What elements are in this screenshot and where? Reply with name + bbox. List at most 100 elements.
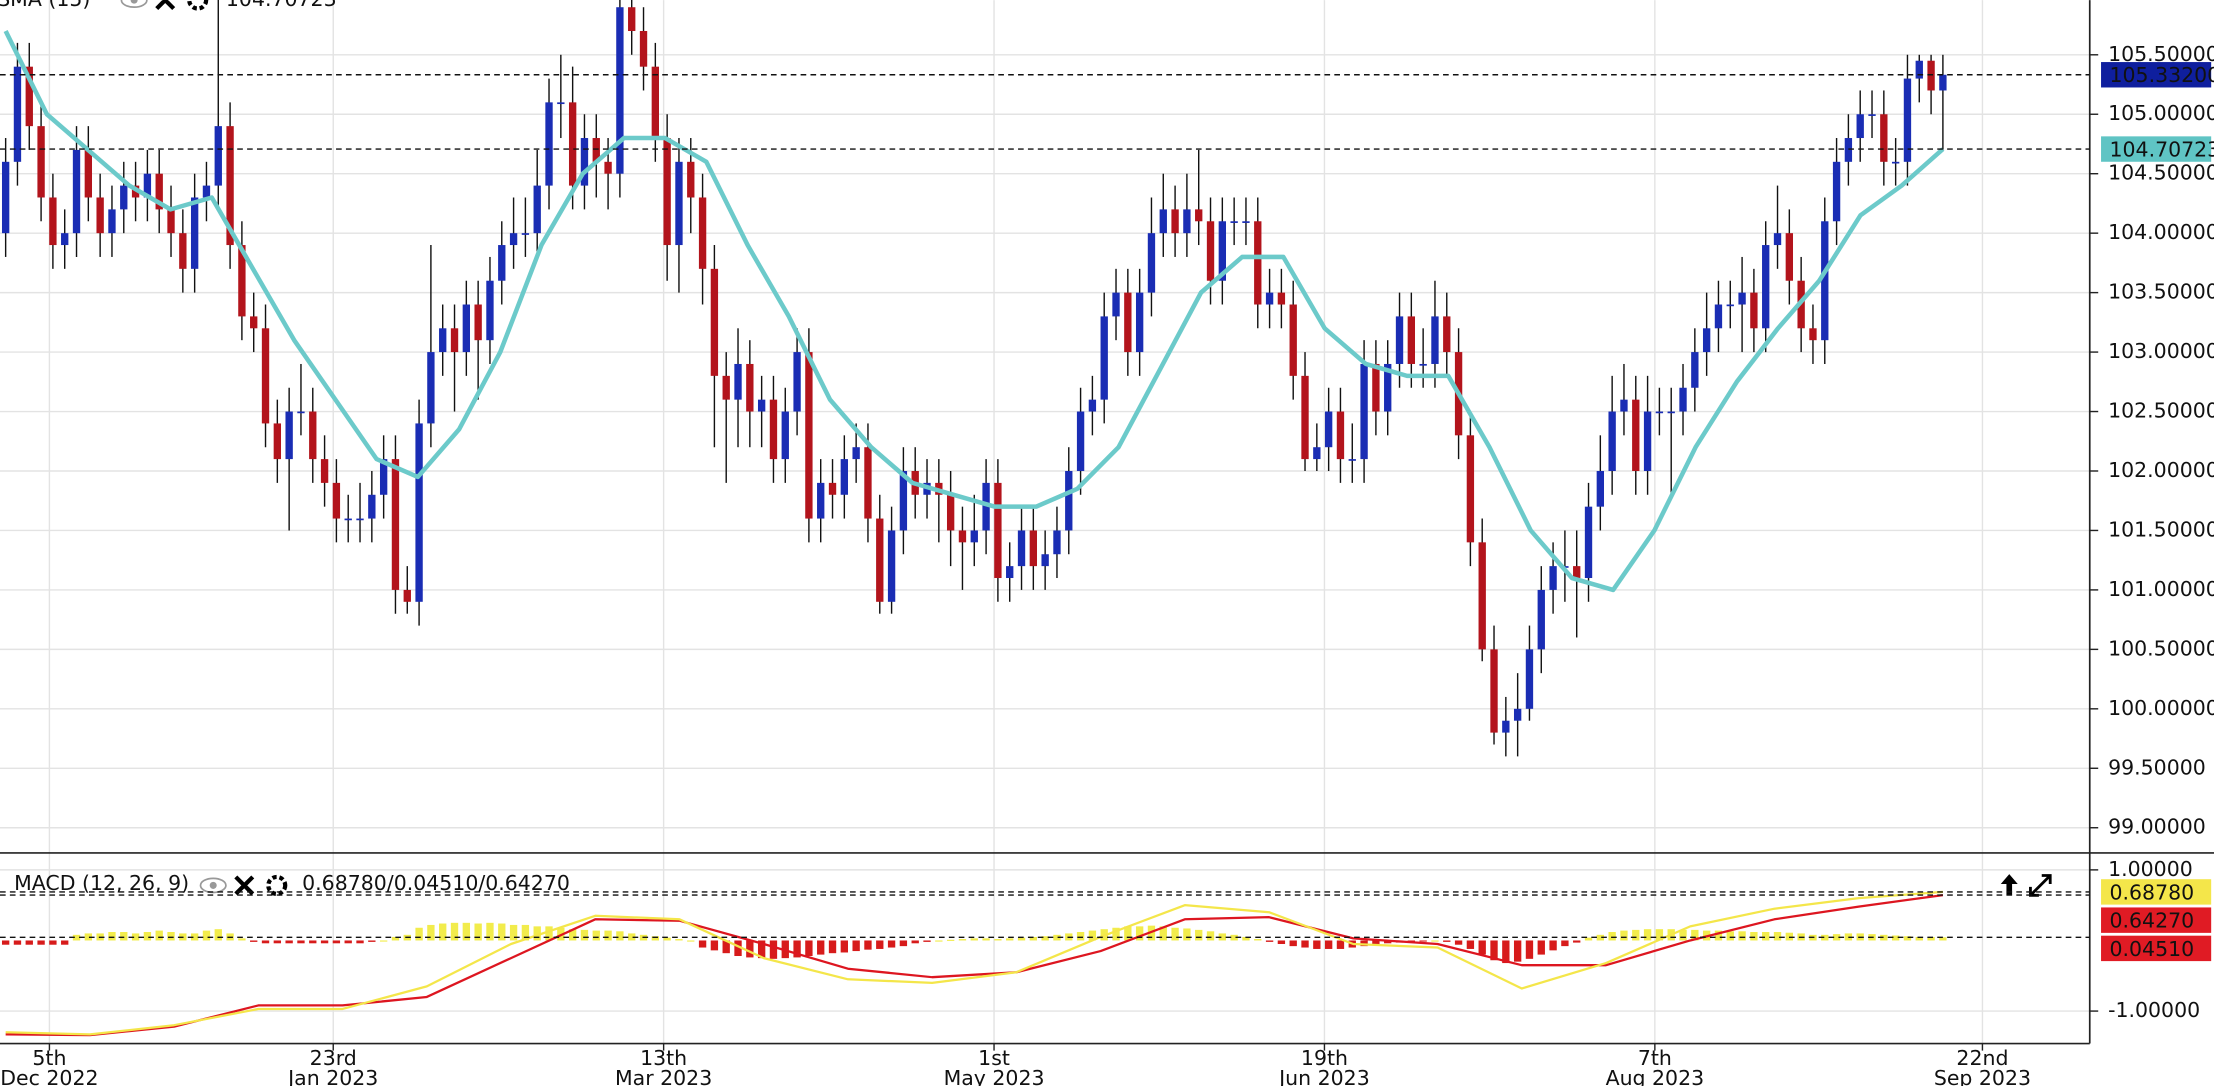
histogram-bar — [1029, 936, 1038, 941]
candle-body — [1313, 447, 1321, 460]
histogram-bar — [1537, 940, 1545, 955]
macd-line — [5, 890, 1943, 1036]
histogram-bar — [698, 940, 707, 948]
histogram-bar — [1088, 930, 1097, 941]
candle-body — [1135, 292, 1144, 353]
histogram-bar — [911, 940, 919, 944]
histogram-bar — [675, 939, 683, 941]
histogram-bar — [427, 924, 435, 941]
candle-body — [1395, 316, 1404, 364]
grid — [0, 0, 2090, 1044]
histogram-bar — [1726, 931, 1734, 941]
y-tick-label: 102.50000 — [2108, 399, 2214, 423]
candle-body — [1844, 138, 1853, 162]
histogram-bar — [498, 923, 506, 941]
histogram-bar — [320, 940, 329, 944]
sma-remove-icon[interactable] — [155, 0, 176, 11]
histogram-bar — [852, 940, 860, 952]
candle-body — [1431, 316, 1439, 364]
x-tick-month: Sep 2023 — [1934, 1066, 2031, 1086]
histogram-bar — [746, 940, 754, 958]
histogram-bar — [899, 940, 908, 947]
y-tick-label: 104.00000 — [2108, 220, 2214, 244]
histogram-bar — [474, 923, 482, 941]
histogram-bar — [1927, 936, 1935, 941]
histogram-bar — [1490, 940, 1498, 961]
move-pane-up-icon[interactable] — [2000, 874, 2018, 896]
candle-body — [781, 411, 789, 460]
histogram-bar — [1254, 939, 1262, 941]
sma-legend-label: SMA (15) — [0, 0, 90, 11]
histogram-bar — [250, 940, 258, 942]
candle-body — [568, 102, 577, 186]
sma-visibility-icon[interactable] — [120, 0, 148, 8]
candle-body — [899, 470, 908, 531]
candle-body — [1289, 304, 1297, 376]
candle-body — [876, 518, 884, 602]
histogram-bar — [769, 940, 778, 959]
y-tick-label: 103.50000 — [2108, 280, 2214, 304]
candle-body — [746, 363, 754, 412]
candle-body — [202, 185, 211, 198]
histogram-bar — [238, 938, 246, 941]
macd-marker-box — [2101, 879, 2212, 905]
candle-body — [675, 161, 683, 246]
candle-body — [1632, 399, 1640, 471]
candle-body — [1324, 411, 1333, 448]
histogram-bar — [545, 926, 553, 941]
histogram-bar — [1502, 940, 1510, 964]
candle-body — [1478, 542, 1486, 650]
candle-body — [1702, 328, 1711, 353]
x-tick-month: Aug 2023 — [1606, 1066, 1705, 1086]
histogram-bar — [1360, 940, 1368, 947]
candle-body — [1053, 530, 1061, 555]
x-tick-day: 7th — [1638, 1046, 1672, 1070]
candle-body — [828, 482, 837, 495]
candle-body — [1, 161, 10, 234]
x-tick-month: May 2023 — [944, 1066, 1045, 1086]
histogram-bar — [1915, 936, 1923, 941]
candle-body — [1939, 74, 1947, 91]
candle-body — [580, 138, 589, 186]
candle-body — [1100, 316, 1108, 400]
histogram-bar — [1738, 931, 1746, 941]
price-marker-label: 105.33200 — [2110, 63, 2214, 87]
candle-body — [1183, 209, 1191, 234]
y-tick-label: 99.00000 — [2108, 815, 2206, 839]
candle-body — [1466, 435, 1475, 543]
histogram-bar — [1159, 926, 1167, 941]
sma-settings-icon[interactable] — [187, 0, 209, 11]
candle-body — [49, 197, 57, 246]
candle-body — [1573, 566, 1581, 579]
candle-body — [1254, 221, 1262, 305]
candle-body — [687, 161, 695, 198]
histogram-bar — [958, 939, 967, 941]
candle-body — [1726, 304, 1734, 307]
histogram-bar — [663, 937, 671, 941]
histogram-bar — [167, 932, 175, 941]
y-tick-label: 99.50000 — [2108, 755, 2206, 779]
histogram-bar — [982, 938, 990, 941]
histogram-bar — [415, 927, 423, 941]
histogram-bar — [1431, 940, 1439, 942]
histogram-bar — [450, 922, 459, 941]
macd-remove-icon[interactable] — [234, 875, 255, 896]
sma-legend-value: 104.70723 — [226, 0, 337, 11]
candle-body — [864, 447, 872, 519]
histogram-bar — [1478, 940, 1486, 955]
candle-body — [1679, 387, 1687, 412]
candle-body — [1230, 221, 1238, 223]
histogram-bar — [1513, 940, 1522, 962]
histogram-bar — [61, 940, 69, 945]
histogram-bar — [439, 923, 447, 941]
histogram-bar — [1750, 932, 1758, 941]
histogram-bar — [1821, 934, 1829, 941]
macd-settings-icon[interactable] — [266, 874, 288, 896]
candle-body — [474, 304, 482, 341]
histogram-bar — [1596, 934, 1605, 941]
histogram-bar — [568, 929, 577, 941]
x-tick-day: 13th — [640, 1046, 687, 1070]
candle-body — [651, 66, 660, 139]
histogram-bar — [1, 940, 10, 945]
